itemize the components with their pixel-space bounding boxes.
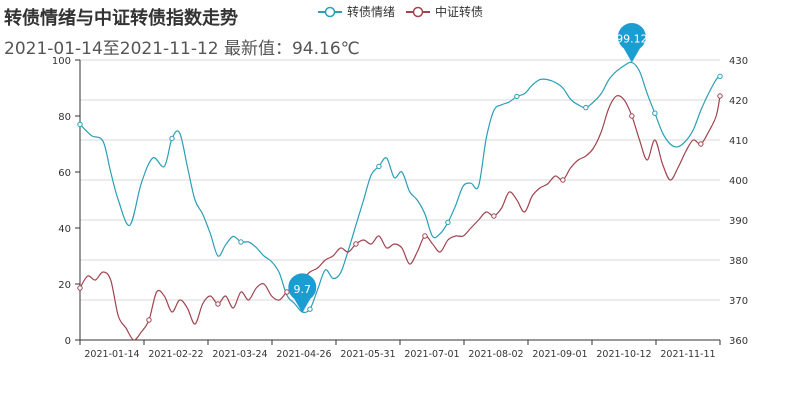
series-index-point: [491, 213, 497, 219]
series-index-point: [215, 301, 221, 307]
series-index-point: [560, 177, 566, 183]
chart-subtitle: 2021-01-14至2021-11-12 最新值：94.16℃: [4, 39, 360, 59]
grid-lines: [80, 59, 720, 341]
series-sentiment-point: [583, 104, 589, 111]
annotation-pin-label: 9.7: [294, 283, 312, 296]
y-right-tick-label: 390: [729, 216, 748, 227]
y-right-tick-label: 370: [729, 296, 748, 307]
y-right-tick-label: 360: [729, 336, 748, 347]
chart-axes: 0 20 40 60 80 100 360 370 380 390 400 410 420 430 2021…: [52, 56, 748, 360]
legend-index-line-icon: [406, 6, 430, 17]
series-sentiment-point: [307, 306, 313, 312]
series-sentiment-point: [717, 73, 723, 80]
x-tick-label: 2021-05-31: [340, 349, 395, 360]
series-index-point: [146, 317, 152, 323]
series-index-line: [79, 95, 721, 341]
series-index-point: [422, 233, 428, 239]
x-tick-label: 2021-09-01: [532, 349, 587, 360]
series-index-point: [77, 285, 83, 291]
series-sentiment-point: [77, 121, 83, 128]
series-sentiment-point: [514, 93, 520, 100]
series-index-point: [717, 93, 723, 99]
y-left-tick-label: 100: [52, 56, 71, 67]
annotation-pin-label: 99.12: [616, 32, 648, 45]
y-right-tick-label: 420: [729, 96, 748, 107]
x-tick-label: 2021-03-24: [212, 349, 267, 360]
series-sentiment-point: [376, 163, 382, 170]
series-sentiment-point: [169, 135, 175, 142]
y-right-tick-label: 410: [729, 136, 748, 147]
y-left-tick-label: 20: [58, 280, 71, 291]
x-tick-label: 2021-04-26: [276, 349, 331, 360]
series-index-point: [353, 241, 359, 247]
series-sentiment-line: [79, 61, 721, 314]
x-tick-label: 2021-01-14: [84, 349, 139, 360]
series-index-point: [284, 289, 290, 295]
x-tick-label: 2021-02-22: [148, 349, 203, 360]
y-right-tick-label: 400: [729, 176, 748, 187]
series-sentiment-point: [652, 110, 658, 116]
legend-item-index[interactable]: 中证转债: [406, 3, 483, 20]
annotation-pin: [288, 273, 317, 313]
series-index-point: [629, 113, 635, 119]
legend-index-label: 中证转债: [435, 5, 484, 19]
series-index-point: [698, 141, 704, 147]
annotation-pin: [617, 22, 646, 63]
y-left-tick-label: 60: [58, 168, 71, 179]
y-left-tick-label: 80: [58, 112, 71, 123]
legend-item-sentiment[interactable]: 转债情绪: [318, 3, 395, 20]
legend-sentiment-line-icon: [318, 6, 342, 17]
y-left-tick-label: 40: [58, 224, 71, 235]
x-tick-label: 2021-11-11: [660, 349, 715, 360]
y-right-tick-label: 380: [729, 256, 748, 267]
x-tick-label: 2021-10-12: [596, 349, 651, 360]
series-sentiment-point: [445, 219, 451, 226]
annotation-pins: 9.7 99.12: [288, 22, 648, 313]
y-left-tick-label: 0: [65, 336, 71, 347]
x-tick-label: 2021-07-01: [404, 349, 459, 360]
legend-sentiment-label: 转债情绪: [347, 5, 396, 19]
x-tick-label: 2021-08-02: [468, 349, 523, 360]
series-lines: [77, 61, 723, 341]
series-sentiment-point: [238, 239, 244, 245]
y-right-tick-label: 430: [729, 56, 748, 67]
chart-title: 转债情绪与中证转债指数走势: [4, 8, 238, 29]
